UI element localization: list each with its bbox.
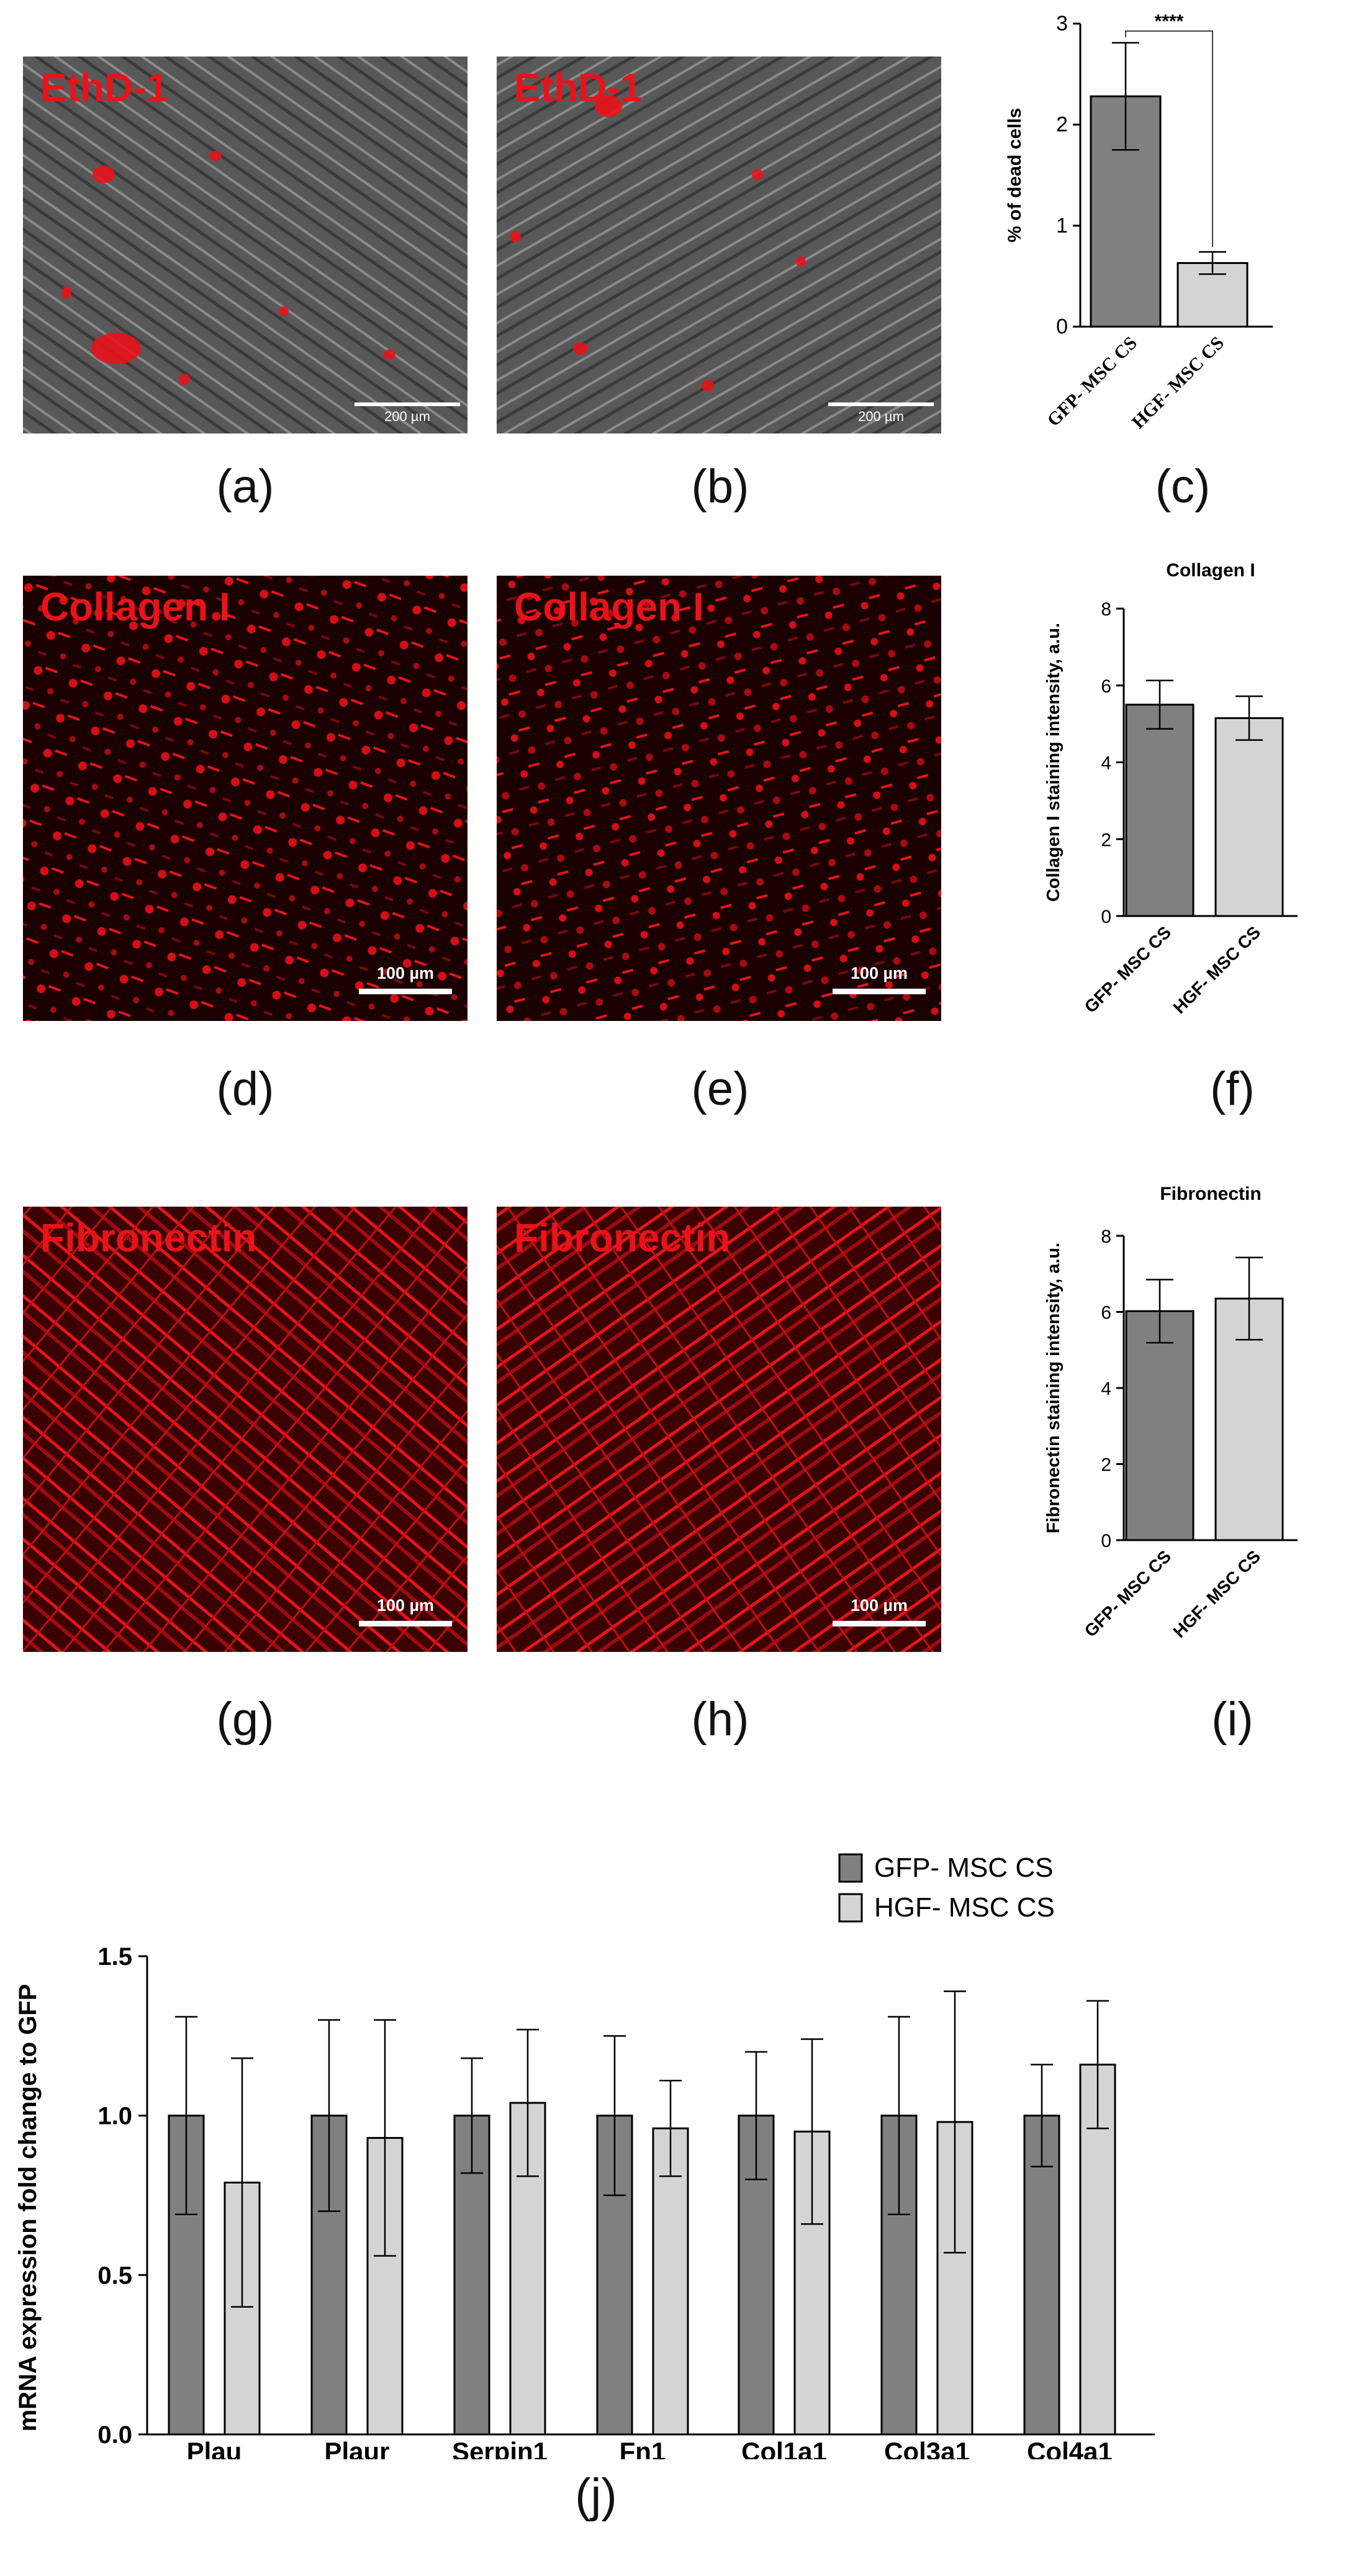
y-axis-label: % of dead cells: [1005, 108, 1025, 243]
y-tick-label: 0: [1101, 907, 1111, 927]
y-tick-label: 0.5: [97, 2262, 132, 2289]
y-tick-label: 1.5: [97, 1943, 132, 1971]
panel-letter-d: (d): [216, 1063, 274, 1115]
category-label: GFP- MSC CS: [1043, 333, 1141, 431]
chart-i-fibronectin: 0 2 4 6 8 Fibronectin staining intensity, a.u…: [1044, 1184, 1298, 1641]
micrograph-e-label: Collagen I: [514, 584, 704, 629]
chart-j-mrna: 0.0 0.5 1.0 1.5 mRNA expression fold change …: [14, 1853, 1155, 2459]
panel-letter-b: (b): [691, 460, 749, 513]
category-label: Col1a1: [741, 2437, 827, 2459]
micrograph-e-collagen: Collagen I 100 µm: [497, 576, 941, 1021]
y-tick-label: 2: [1101, 830, 1111, 850]
micrograph-d-collagen: Collagen I 100 µm: [23, 576, 467, 1021]
category-label: Fn1: [620, 2437, 666, 2459]
category-label: HGF- MSC CS: [1128, 333, 1228, 433]
y-tick-label: 0: [1101, 1531, 1111, 1551]
y-tick-label: 2: [1101, 1455, 1111, 1476]
y-tick-label: 4: [1101, 1379, 1111, 1399]
micrograph-b-scale-text: 200 µm: [858, 409, 904, 424]
bar-hgf: [652, 2127, 689, 2436]
micrograph-b-scale-bar: [828, 402, 934, 406]
y-tick-label: 6: [1101, 1303, 1111, 1323]
chart-title: Collagen I: [1166, 560, 1255, 581]
micrograph-h-label: Fibronectin: [514, 1215, 731, 1260]
chart-f-collagen: 0 2 4 6 8 Collagen I staining intensity, a.u.…: [1044, 560, 1298, 1017]
micrograph-h-scale-bar: [833, 1621, 926, 1626]
category-label: Plaur: [324, 2437, 389, 2459]
legend-label: HGF- MSC CS: [874, 1892, 1055, 1923]
micrograph-a-ethd1: EthD-1 200 µm: [23, 57, 467, 433]
micrograph-g-texture: [23, 1207, 467, 1652]
y-tick-label: 2: [1056, 113, 1068, 137]
y-tick-label: 8: [1101, 599, 1111, 620]
bar-gfp: [1125, 704, 1195, 917]
y-axis-label: mRNA expression fold change to GFP: [14, 1984, 42, 2432]
micrograph-g-label: Fibronectin: [40, 1215, 257, 1260]
micrograph-g-fibronectin: Fibronectin 100 µm: [23, 1207, 467, 1652]
category-label: HGF- MSC CS: [1169, 922, 1264, 1017]
bar-gfp: [1125, 1310, 1195, 1541]
panel-letter-c: (c): [1155, 460, 1211, 513]
micrograph-a-scale-text: 200 µm: [384, 409, 430, 424]
chart-title: Fibronectin: [1160, 1184, 1261, 1204]
micrograph-d-label: Collagen I: [40, 584, 230, 629]
y-tick-label: 8: [1101, 1227, 1111, 1247]
category-label: GFP- MSC CS: [1081, 1546, 1175, 1641]
micrograph-b-label: EthD-1: [514, 65, 643, 110]
micrograph-e-scale-bar: [833, 989, 926, 994]
y-tick-label: 4: [1101, 753, 1111, 774]
legend-swatch: [838, 1853, 863, 1883]
y-tick-label: 0: [1056, 315, 1068, 338]
category-label: Serpin1: [452, 2437, 548, 2459]
micrograph-b-ethd1: EthD-1 200 µm: [497, 57, 941, 433]
bar-hgf: [1214, 717, 1284, 917]
micrograph-a-texture: [23, 57, 467, 433]
panel-letter-g: (g): [216, 1693, 274, 1746]
category-label: HGF- MSC CS: [1169, 1546, 1264, 1641]
legend-label: GFP- MSC CS: [874, 1853, 1053, 1883]
y-tick-label: 3: [1056, 12, 1068, 35]
micrograph-d-scale-text: 100 µm: [376, 964, 435, 982]
micrograph-g-scale-bar: [359, 1621, 452, 1626]
y-axis-label: Fibronectin staining intensity, a.u.: [1044, 1243, 1064, 1533]
y-axis-label: Collagen I staining intensity, a.u.: [1044, 623, 1064, 902]
panel-letter-h: (h): [691, 1693, 749, 1746]
y-tick-label: 0.0: [97, 2421, 132, 2449]
y-tick-label: 1.0: [97, 2103, 132, 2130]
micrograph-a-scale-bar: [355, 402, 460, 406]
category-label: GFP- MSC CS: [1081, 922, 1175, 1017]
panel-letter-f: (f): [1210, 1063, 1255, 1115]
micrograph-e-texture: [497, 576, 941, 1021]
micrograph-b-texture: [497, 57, 941, 433]
bar-gfp: [1023, 2115, 1060, 2436]
y-tick-label: 1: [1056, 214, 1068, 237]
micrograph-h-scale-text: 100 µm: [850, 1596, 908, 1615]
category-label: Col4a1: [1027, 2437, 1113, 2459]
micrograph-a-label: EthD-1: [40, 65, 169, 110]
micrograph-h-texture: [497, 1207, 941, 1652]
panel-letter-j: (j): [575, 2469, 617, 2522]
significance-bracket: [1125, 30, 1213, 247]
category-label: Plau: [187, 2437, 242, 2459]
micrograph-d-texture: [23, 576, 467, 1021]
panel-letter-i: (i): [1211, 1693, 1253, 1746]
micrograph-e-scale-text: 100 µm: [850, 964, 908, 982]
legend-swatch: [838, 1893, 863, 1923]
micrograph-g-scale-text: 100 µm: [376, 1596, 435, 1615]
y-tick-label: 6: [1101, 676, 1111, 697]
category-label: Col3a1: [884, 2437, 970, 2459]
significance-label: ****: [1155, 11, 1184, 32]
panel-letter-a: (a): [216, 460, 274, 513]
panel-letter-e: (e): [691, 1063, 749, 1115]
micrograph-h-fibronectin: Fibronectin 100 µm: [497, 1207, 941, 1652]
micrograph-d-scale-bar: [359, 989, 452, 994]
